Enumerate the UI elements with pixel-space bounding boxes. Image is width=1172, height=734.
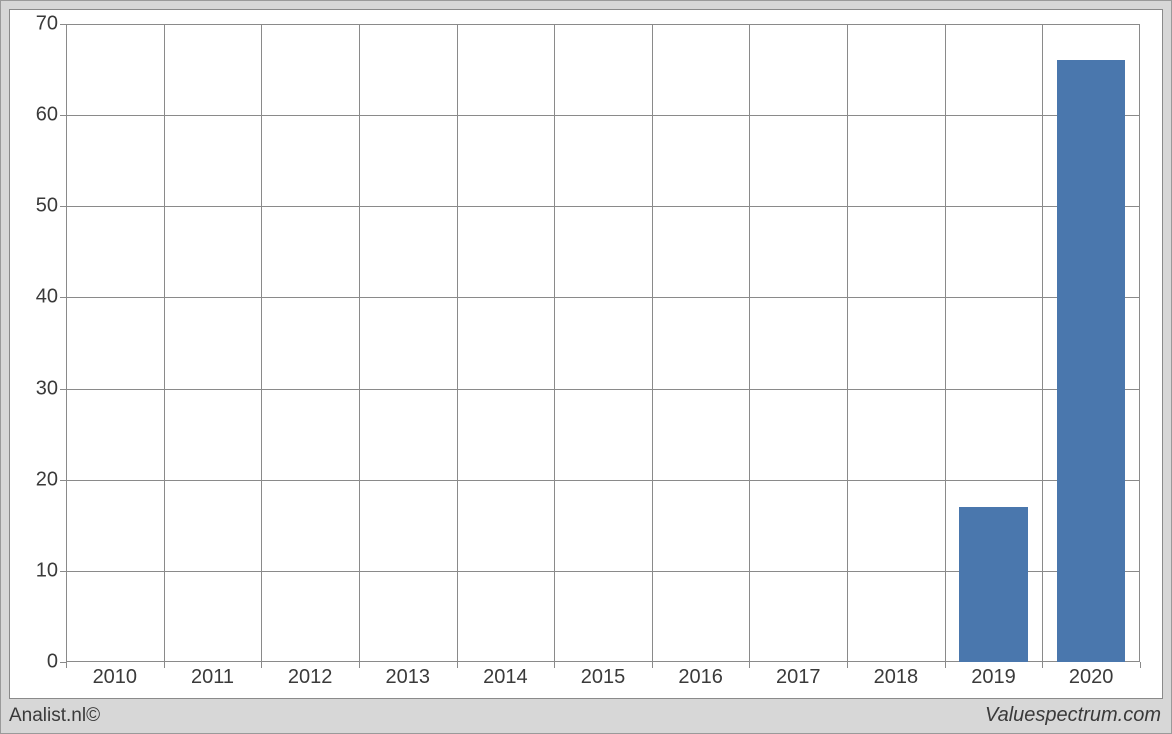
plot-area: 0102030405060702010201120122013201420152… — [66, 24, 1140, 662]
xtick-label: 2017 — [776, 666, 821, 689]
ytick-label: 60 — [36, 104, 58, 127]
gridline-v — [652, 24, 653, 662]
xtick-label: 2015 — [581, 666, 626, 689]
ytick-label: 70 — [36, 13, 58, 36]
xtick-mark — [359, 662, 360, 668]
xtick-label: 2011 — [191, 666, 234, 689]
chart-container: 0 10 20 30 40 50 60 70 2010 2011 2012 2013 2014 2015 2… — [0, 0, 1172, 734]
ytick-label: 20 — [36, 468, 58, 491]
xtick-label: 2010 — [93, 666, 138, 689]
xtick-mark — [749, 662, 750, 668]
xtick-label: 2016 — [678, 666, 723, 689]
xtick-label: 2013 — [385, 666, 430, 689]
xtick-mark — [652, 662, 653, 668]
ytick-mark — [60, 115, 66, 116]
ytick-mark — [60, 297, 66, 298]
ytick-label: 40 — [36, 286, 58, 309]
ytick-mark — [60, 571, 66, 572]
gridline-h — [66, 480, 1140, 481]
gridline-v — [359, 24, 360, 662]
xtick-label: 2020 — [1069, 666, 1114, 689]
ytick-label: 10 — [36, 559, 58, 582]
xtick-label: 2018 — [874, 666, 919, 689]
gridline-h — [66, 115, 1140, 116]
gridline-v — [1042, 24, 1043, 662]
xtick-label: 2014 — [483, 666, 528, 689]
gridline-h — [66, 297, 1140, 298]
gridline-v — [261, 24, 262, 662]
xtick-mark — [945, 662, 946, 668]
ytick-label: 50 — [36, 195, 58, 218]
gridline-v — [164, 24, 165, 662]
ytick-label: 30 — [36, 377, 58, 400]
ytick-label: 0 — [47, 651, 58, 674]
xtick-mark — [261, 662, 262, 668]
gridline-v — [945, 24, 946, 662]
gridline-h — [66, 389, 1140, 390]
ytick-mark — [60, 389, 66, 390]
footer-right-label: Valuespectrum.com — [985, 704, 1161, 727]
xtick-mark — [66, 662, 67, 668]
gridline-v — [847, 24, 848, 662]
ytick-mark — [60, 480, 66, 481]
ytick-mark — [60, 24, 66, 25]
plot-background: 0 10 20 30 40 50 60 70 2010 2011 2012 2013 2014 2015 2… — [9, 9, 1163, 699]
gridline-h — [66, 206, 1140, 207]
gridline-v — [554, 24, 555, 662]
footer-left-label: Analist.nl© — [9, 705, 100, 727]
bar — [1057, 60, 1125, 662]
xtick-label: 2012 — [288, 666, 333, 689]
xtick-mark — [457, 662, 458, 668]
gridline-v — [457, 24, 458, 662]
gridline-v — [749, 24, 750, 662]
bar — [959, 507, 1027, 662]
xtick-mark — [554, 662, 555, 668]
xtick-mark — [1042, 662, 1043, 668]
xtick-mark — [1140, 662, 1141, 668]
xtick-label: 2019 — [971, 666, 1016, 689]
xtick-mark — [847, 662, 848, 668]
xtick-mark — [164, 662, 165, 668]
ytick-mark — [60, 206, 66, 207]
gridline-h — [66, 24, 1140, 25]
